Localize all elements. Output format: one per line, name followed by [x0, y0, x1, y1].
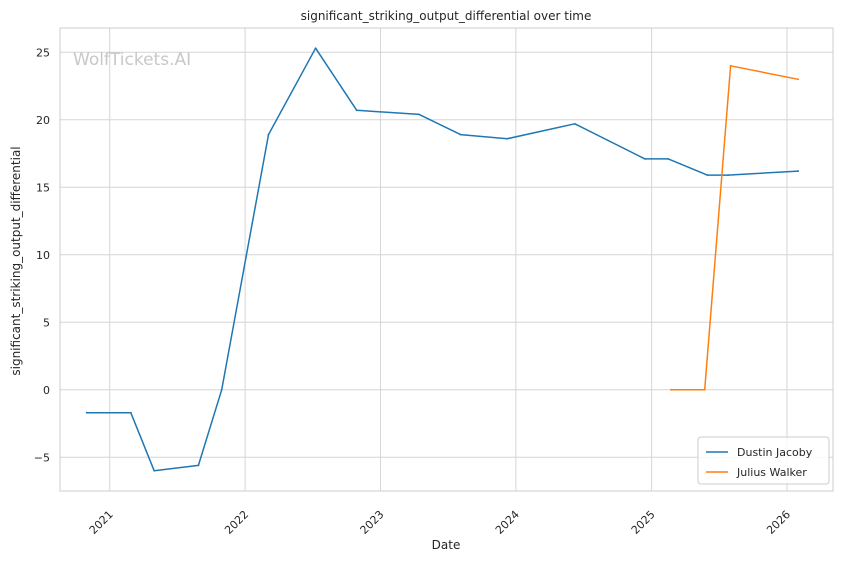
data-point — [85, 411, 88, 414]
data-point — [727, 174, 729, 177]
x-axis-label: Date — [432, 538, 461, 552]
watermark: WolfTickets.AI — [73, 50, 191, 70]
data-point — [267, 133, 270, 136]
data-point — [644, 158, 646, 160]
y-tick-label: 20 — [36, 114, 50, 127]
legend-box — [697, 436, 830, 485]
data-point — [797, 170, 800, 172]
plot-frame — [59, 27, 834, 492]
legend: Dustin Jacoby Julius Walker — [697, 436, 830, 485]
data-point — [459, 133, 462, 136]
data-point — [129, 411, 132, 414]
series-layer — [85, 47, 800, 472]
data-point — [729, 64, 732, 67]
y-axis-label: significant_striking_output_differential — [9, 146, 23, 375]
data-point — [573, 122, 576, 125]
data-point — [355, 109, 358, 112]
series-line-1 — [670, 65, 799, 391]
y-tick-label: 25 — [36, 46, 50, 59]
y-tick-label: 0 — [43, 384, 50, 397]
data-point — [703, 388, 706, 391]
chart-title: significant_striking_output_differential… — [301, 9, 592, 23]
y-axis-ticks: −5 0 5 10 15 20 25 — [34, 46, 50, 464]
grid — [60, 28, 833, 491]
data-point — [418, 113, 420, 116]
legend-label: Dustin Jacoby — [737, 446, 813, 459]
data-point — [706, 174, 709, 177]
y-tick-label: −5 — [34, 451, 50, 464]
data-point — [797, 78, 800, 81]
legend-label: Julius Walker — [736, 466, 807, 479]
data-point — [667, 158, 670, 160]
data-point — [670, 388, 672, 391]
data-point — [506, 137, 509, 140]
data-point — [197, 464, 200, 467]
data-point — [220, 388, 223, 391]
y-tick-label: 10 — [36, 249, 50, 262]
data-point — [153, 469, 156, 472]
y-tick-label: 5 — [43, 316, 50, 329]
data-point — [314, 47, 317, 50]
y-tick-label: 15 — [36, 181, 50, 194]
